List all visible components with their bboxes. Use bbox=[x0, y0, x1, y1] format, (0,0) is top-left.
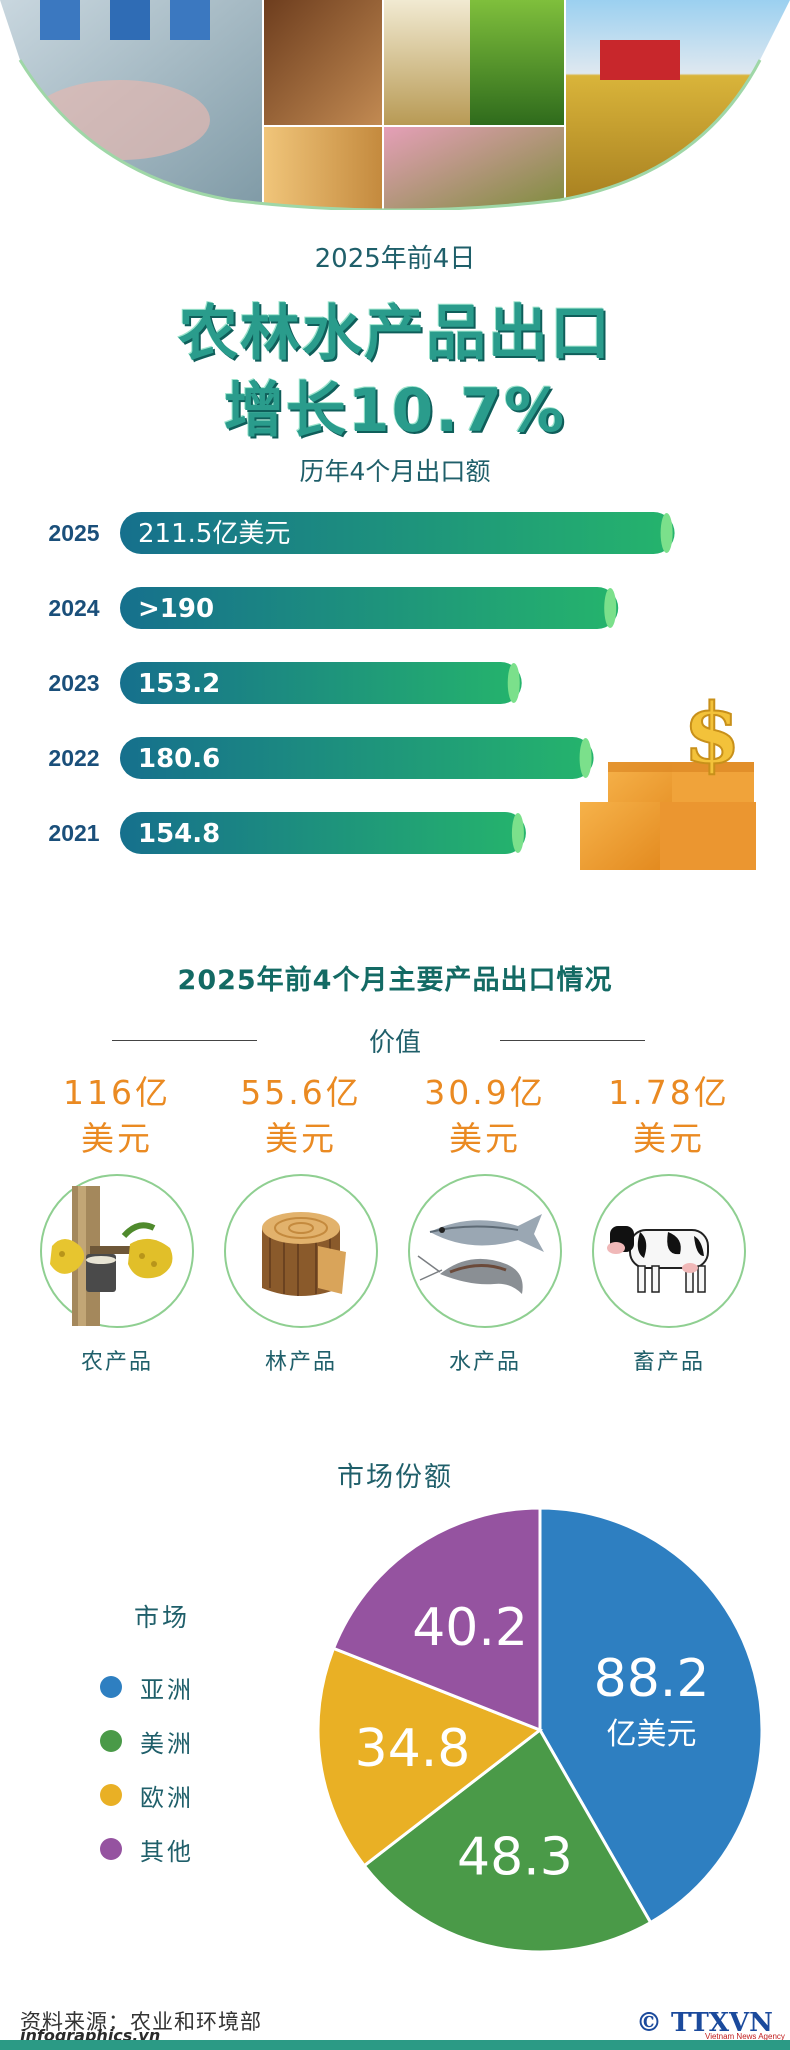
product-value: 55.6亿 bbox=[240, 1073, 362, 1112]
market-share-pie-chart: 88.2 亿美元 48.3 34.8 40.2 bbox=[316, 1506, 764, 1954]
bar bbox=[120, 512, 675, 554]
bar-value-label: 180.6 bbox=[138, 744, 220, 774]
pie-slice-美洲 bbox=[362, 1727, 653, 1954]
legend-label: 美洲 bbox=[140, 1729, 194, 1758]
bar-chart-title: 历年4个月出口额 bbox=[299, 457, 491, 486]
legend-item-other: 其他 bbox=[100, 1832, 194, 1866]
bar-cap bbox=[660, 513, 673, 553]
bar-category-label: 2025 bbox=[48, 520, 99, 546]
period-label: 2025年前4日 bbox=[314, 244, 476, 274]
bar bbox=[120, 812, 526, 854]
pie-slice-欧洲 bbox=[316, 1646, 544, 1868]
product-value: 30.9亿 bbox=[424, 1073, 546, 1112]
legend-item-europe: 欧洲 bbox=[100, 1778, 194, 1812]
bar-value-label: 153.2 bbox=[138, 669, 220, 699]
bar-category-label: 2023 bbox=[48, 670, 99, 696]
bar-row-2023: 2023 153.2 bbox=[48, 662, 522, 704]
ttxvn-logo: © TTXVN bbox=[636, 2008, 773, 2038]
cow-icon bbox=[592, 1174, 746, 1328]
legend-swatch bbox=[100, 1838, 122, 1860]
bar-cap bbox=[511, 813, 524, 853]
bar-cap bbox=[604, 588, 617, 628]
bar-cap bbox=[579, 738, 592, 778]
pie-value-label: 34.8 bbox=[355, 1719, 471, 1779]
legend-item-asia: 亚洲 bbox=[100, 1670, 194, 1704]
headline-line-1: 农林水产品出口 bbox=[178, 299, 612, 369]
legend-swatch bbox=[100, 1730, 122, 1752]
legend-item-americas: 美洲 bbox=[100, 1724, 194, 1758]
legend-swatch bbox=[100, 1676, 122, 1698]
pie-chart-title: 市场份额 bbox=[337, 1462, 453, 1493]
ttxvn-logo-subtitle: Vietnam News Agency bbox=[705, 2032, 785, 2041]
data-source: 资料来源：农业和环境部 bbox=[20, 2010, 262, 2034]
product-card-forestry: 55.6亿 美元 林产品 bbox=[206, 1070, 396, 1376]
divider-left bbox=[112, 1040, 257, 1041]
bar-row-2024: 2024 >190 bbox=[48, 587, 619, 629]
wood-log-icon bbox=[224, 1174, 378, 1328]
product-name: 农产品 bbox=[80, 1350, 153, 1375]
pie-slice-亚洲 bbox=[538, 1506, 764, 1925]
hero-photo-collage bbox=[0, 0, 790, 210]
legend-swatch bbox=[100, 1784, 122, 1806]
rubber-latex-icon bbox=[40, 1174, 194, 1328]
bar bbox=[120, 587, 619, 629]
footer-band bbox=[0, 2040, 790, 2050]
product-value: 116亿 bbox=[63, 1073, 171, 1112]
dollar-sign-icon: $ bbox=[682, 685, 741, 783]
legend-label: 欧洲 bbox=[140, 1783, 194, 1812]
product-card-agriculture: 116亿 美元 农产品 bbox=[22, 1070, 212, 1376]
bar-category-label: 2021 bbox=[48, 820, 99, 846]
svg-text:$: $ bbox=[683, 686, 740, 782]
bar-row-2022: 2022 180.6 bbox=[48, 737, 594, 779]
product-value-unit: 美元 bbox=[265, 1119, 337, 1158]
bar bbox=[120, 737, 594, 779]
headline-line-2: 增长10.7% bbox=[223, 376, 567, 446]
product-value-unit: 美元 bbox=[449, 1119, 521, 1158]
pie-value-label: 48.3 bbox=[457, 1827, 573, 1887]
products-section-title: 2025年前4个月主要产品出口情况 bbox=[177, 965, 613, 996]
value-heading: 价值 bbox=[368, 1028, 421, 1058]
legend-label: 其他 bbox=[140, 1837, 194, 1866]
bar bbox=[120, 662, 522, 704]
pie-value-label: 40.2 bbox=[412, 1598, 528, 1658]
product-value-unit: 美元 bbox=[81, 1119, 153, 1158]
product-value: 1.78亿 bbox=[608, 1073, 730, 1112]
pie-slice-其他 bbox=[331, 1506, 542, 1733]
bar-value-label: 211.5亿美元 bbox=[138, 519, 290, 549]
bar-value-label: >190 bbox=[138, 594, 214, 624]
divider-right bbox=[500, 1040, 645, 1041]
legend-label: 亚洲 bbox=[140, 1675, 194, 1704]
product-name: 林产品 bbox=[264, 1350, 337, 1375]
product-name: 水产品 bbox=[448, 1350, 521, 1375]
pie-unit-label: 亿美元 bbox=[607, 1717, 697, 1752]
pie-value-label: 88.2 bbox=[594, 1649, 710, 1709]
product-card-aquatic: 30.9亿 美元 水产品 bbox=[390, 1070, 580, 1376]
bar-category-label: 2024 bbox=[48, 595, 99, 621]
bar-row-2021: 2021 154.8 bbox=[48, 812, 526, 854]
product-value-unit: 美元 bbox=[633, 1119, 705, 1158]
fish-shrimp-icon bbox=[408, 1174, 562, 1328]
cargo-boxes-icon bbox=[580, 762, 756, 870]
product-card-livestock: 1.78亿 美元 畜产品 bbox=[574, 1070, 764, 1376]
legend-title: 市场 bbox=[134, 1603, 191, 1632]
bar-category-label: 2022 bbox=[48, 745, 99, 771]
bar-cap bbox=[507, 663, 520, 703]
bar-row-2025: 2025 211.5亿美元 bbox=[48, 512, 675, 554]
product-name: 畜产品 bbox=[632, 1350, 705, 1375]
bar-value-label: 154.8 bbox=[138, 819, 220, 849]
